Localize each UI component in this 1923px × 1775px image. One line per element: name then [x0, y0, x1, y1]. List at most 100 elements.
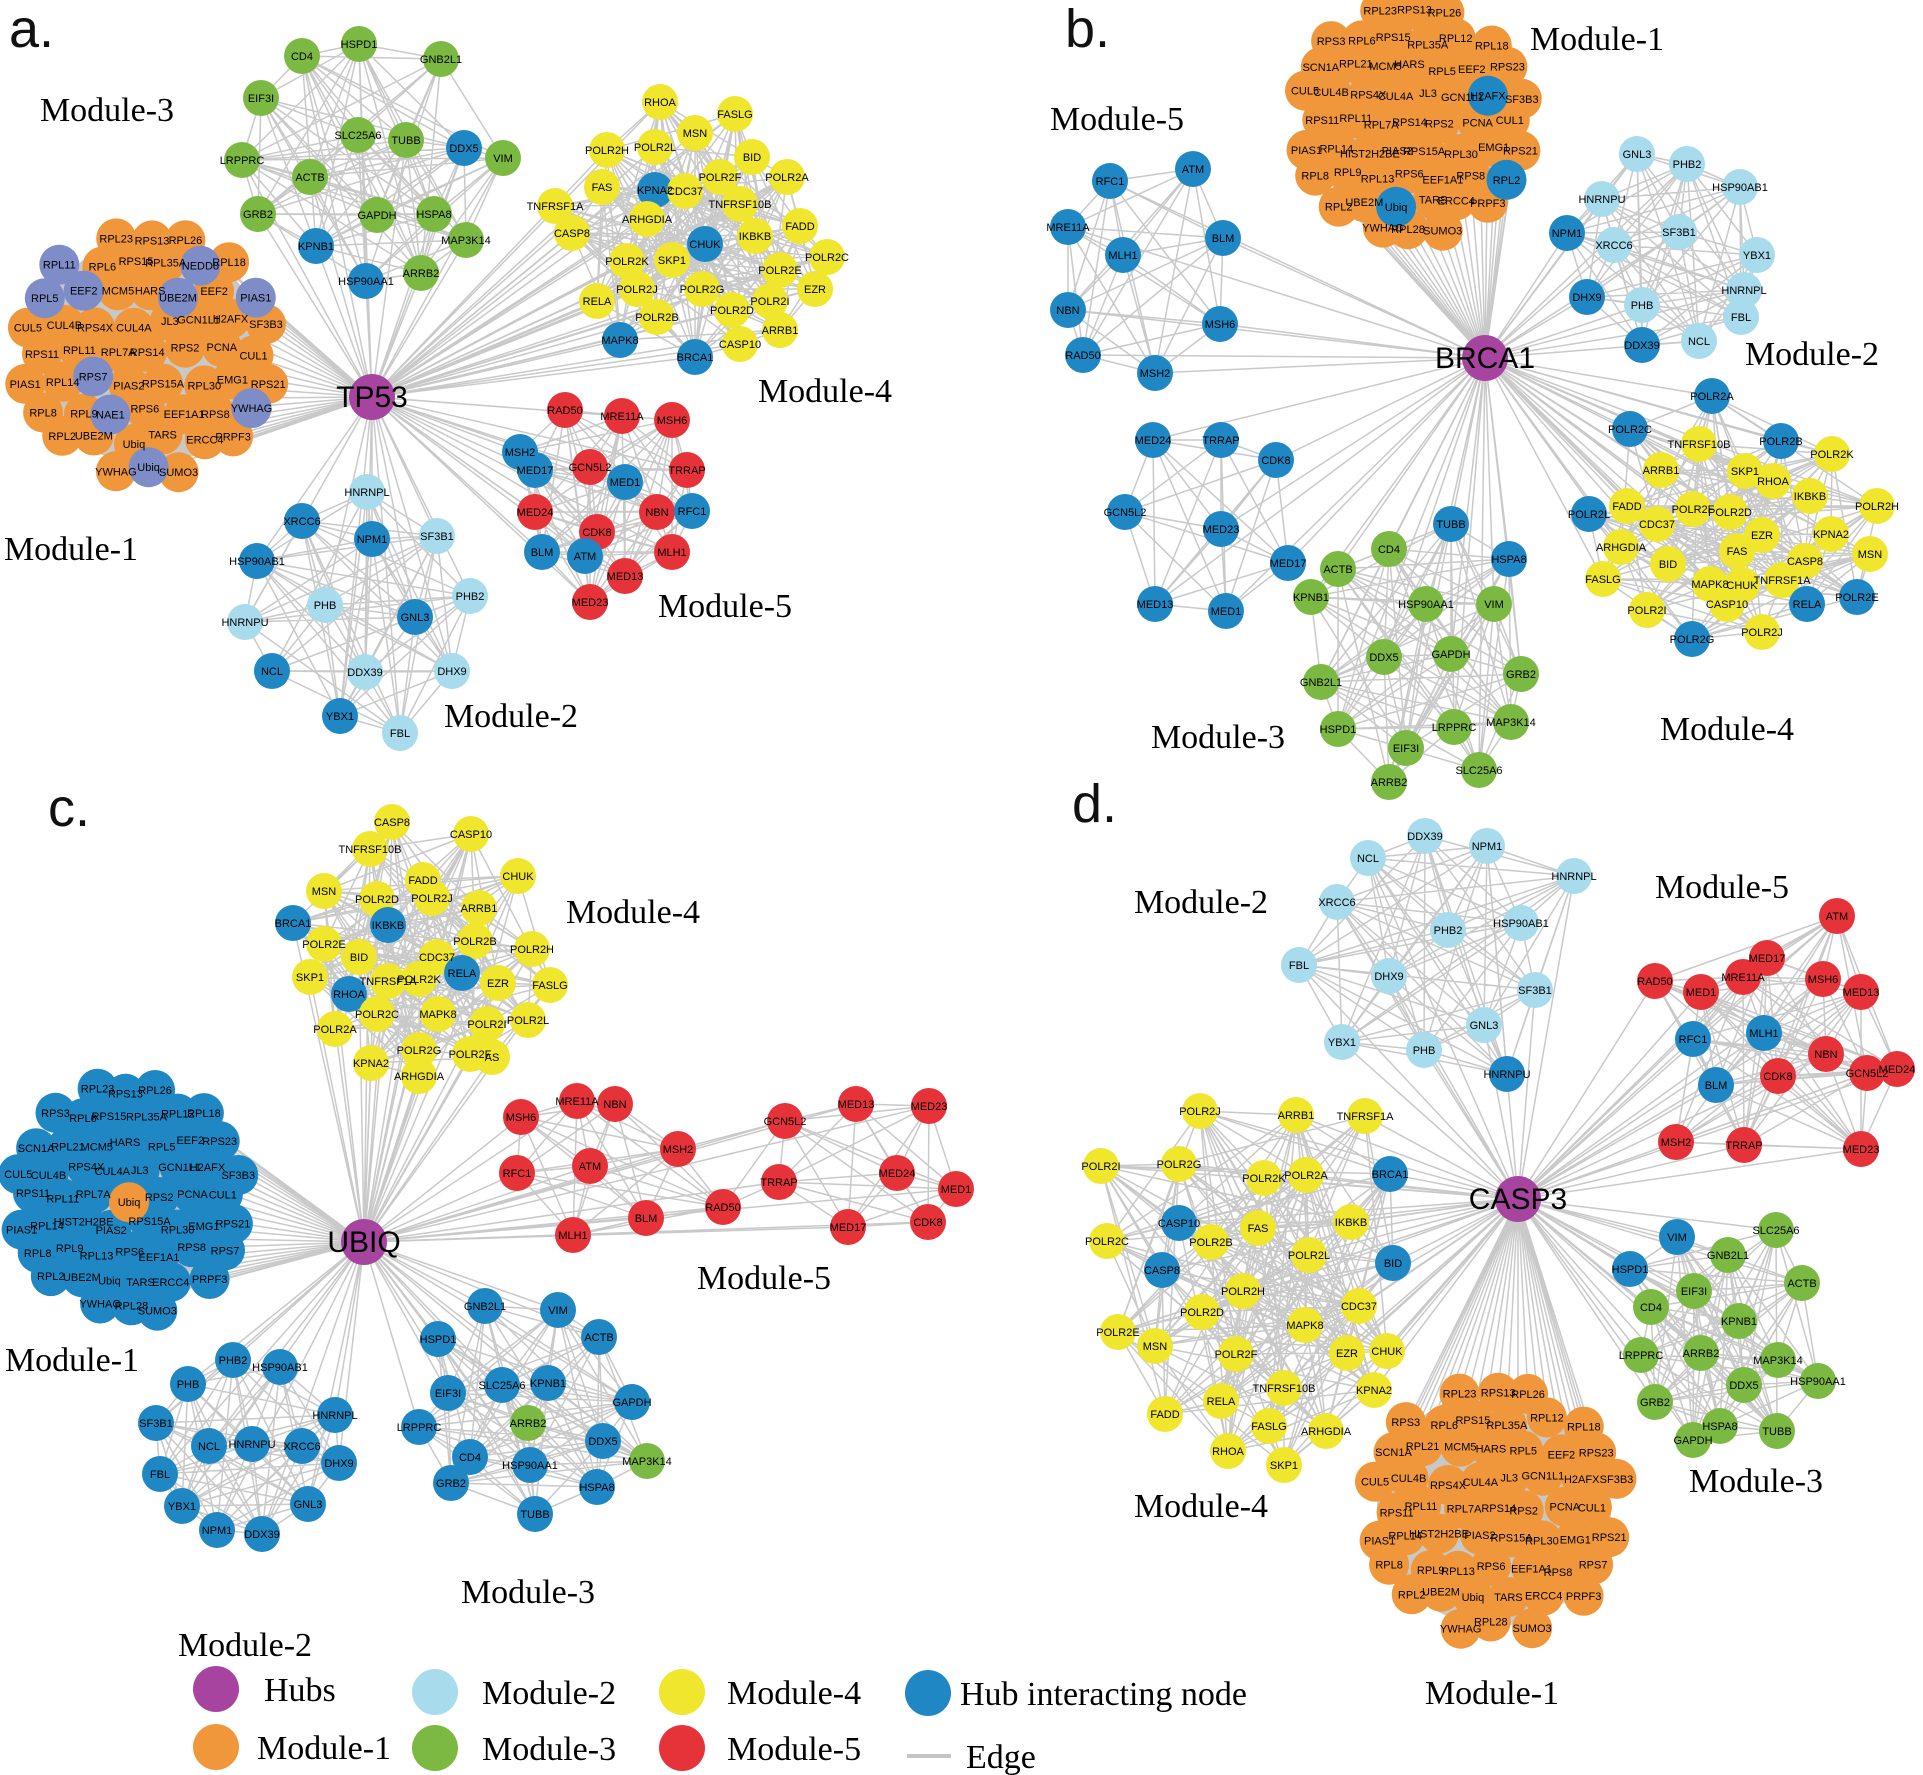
svg-text:MSN: MSN	[1143, 1341, 1168, 1353]
svg-text:CDC37: CDC37	[419, 952, 455, 964]
svg-text:MED1: MED1	[1686, 987, 1717, 999]
svg-text:PRPF3: PRPF3	[192, 1274, 227, 1286]
svg-text:SLC25A6: SLC25A6	[334, 130, 381, 142]
svg-text:ACTB: ACTB	[295, 172, 324, 184]
svg-text:CUL1: CUL1	[1578, 1502, 1606, 1514]
svg-text:RPS7: RPS7	[1579, 1560, 1608, 1572]
svg-text:RPS3: RPS3	[41, 1108, 70, 1120]
svg-text:POLR2B: POLR2B	[635, 312, 678, 324]
svg-text:RPL11: RPL11	[63, 345, 96, 357]
svg-text:PCNA: PCNA	[1462, 118, 1493, 130]
svg-text:YWHAG: YWHAG	[1362, 223, 1404, 235]
svg-text:POLR2L: POLR2L	[634, 142, 676, 154]
svg-text:Module-5: Module-5	[727, 1731, 861, 1768]
svg-text:MSH6: MSH6	[1205, 319, 1236, 331]
svg-text:DHX9: DHX9	[324, 1458, 353, 1470]
svg-text:JL3: JL3	[131, 1165, 149, 1177]
svg-text:RPS6: RPS6	[115, 1247, 144, 1259]
svg-text:MLH1: MLH1	[1108, 250, 1137, 262]
svg-text:PRPF3: PRPF3	[1470, 198, 1505, 210]
svg-text:H2AFX: H2AFX	[190, 1162, 226, 1174]
svg-text:RPS6: RPS6	[131, 403, 160, 415]
svg-text:RPS2: RPS2	[171, 343, 200, 355]
svg-text:POLR2K: POLR2K	[605, 256, 649, 268]
svg-text:FASLG: FASLG	[1585, 574, 1620, 586]
svg-text:SF3B1: SF3B1	[1518, 985, 1552, 997]
svg-text:MED24: MED24	[517, 507, 554, 519]
svg-text:HSPD1: HSPD1	[1320, 724, 1357, 736]
svg-text:HNRNPU: HNRNPU	[221, 617, 268, 629]
svg-text:TNFRSF1A: TNFRSF1A	[360, 976, 418, 988]
svg-text:PCNA: PCNA	[177, 1189, 208, 1201]
svg-text:BLM: BLM	[1212, 233, 1235, 245]
svg-text:HARS: HARS	[110, 1137, 141, 1149]
svg-text:HNRNPU: HNRNPU	[1578, 194, 1625, 206]
svg-text:POLR2K: POLR2K	[1242, 1173, 1286, 1185]
svg-text:CUL4B: CUL4B	[47, 320, 82, 332]
svg-text:POLR2K: POLR2K	[397, 974, 441, 986]
svg-text:MRE11A: MRE11A	[1721, 972, 1765, 984]
svg-text:UBE2M: UBE2M	[63, 1272, 101, 1284]
svg-text:CUL1: CUL1	[209, 1190, 237, 1202]
svg-text:LRPPRC: LRPPRC	[397, 1422, 442, 1434]
svg-text:MED17: MED17	[830, 1222, 867, 1234]
svg-text:Module-5: Module-5	[658, 588, 792, 625]
svg-text:HSP90AA1: HSP90AA1	[502, 1460, 558, 1472]
svg-text:PHB2: PHB2	[456, 591, 485, 603]
svg-text:RPL28: RPL28	[1474, 1617, 1508, 1629]
svg-text:RPL30: RPL30	[187, 380, 221, 392]
svg-text:NBN: NBN	[1056, 305, 1079, 317]
svg-text:Ubiq: Ubiq	[98, 1275, 121, 1287]
svg-text:RPL8: RPL8	[1301, 171, 1329, 183]
svg-text:RPL21: RPL21	[1406, 1441, 1440, 1453]
svg-text:HNRNPU: HNRNPU	[1483, 1069, 1530, 1081]
svg-text:POLR2H: POLR2H	[1221, 1286, 1265, 1298]
svg-text:LRPPRC: LRPPRC	[220, 155, 265, 167]
svg-text:HSPD1: HSPD1	[420, 1334, 457, 1346]
svg-text:c.: c.	[48, 778, 90, 838]
svg-text:SLC25A6: SLC25A6	[1752, 1225, 1799, 1237]
svg-text:EEF2: EEF2	[1458, 64, 1486, 76]
svg-text:CUL4B: CUL4B	[1391, 1473, 1426, 1485]
svg-text:RPL30: RPL30	[1444, 149, 1478, 161]
svg-text:RPL14: RPL14	[30, 1221, 64, 1233]
svg-text:Module-4: Module-4	[566, 894, 700, 931]
svg-text:SF3B3: SF3B3	[249, 319, 283, 331]
svg-text:MLH1: MLH1	[558, 1230, 587, 1242]
svg-text:PHB2: PHB2	[1434, 925, 1463, 937]
svg-text:KPNB1: KPNB1	[1721, 1316, 1757, 1328]
svg-text:GNB2L1: GNB2L1	[1300, 677, 1342, 689]
svg-text:POLR2J: POLR2J	[411, 893, 453, 905]
svg-text:RPL11: RPL11	[43, 260, 76, 272]
svg-text:BID: BID	[350, 952, 368, 964]
svg-text:HSP90AA1: HSP90AA1	[1398, 599, 1454, 611]
svg-text:XRCC6: XRCC6	[1595, 240, 1632, 252]
svg-text:MED17: MED17	[1749, 953, 1786, 965]
svg-text:MRE11A: MRE11A	[555, 1096, 599, 1108]
svg-text:PCNA: PCNA	[207, 342, 238, 354]
svg-text:Ubiq: Ubiq	[137, 462, 160, 474]
svg-text:RPL2: RPL2	[48, 431, 76, 443]
svg-text:BRCA1: BRCA1	[677, 352, 714, 364]
svg-text:GNL3: GNL3	[401, 612, 430, 624]
svg-text:TNFRSF1A: TNFRSF1A	[527, 201, 585, 213]
svg-text:POLR2E: POLR2E	[1096, 1327, 1139, 1339]
svg-text:b.: b.	[1065, 0, 1110, 59]
svg-text:POLR2K: POLR2K	[1810, 449, 1854, 461]
svg-text:HNRNPL: HNRNPL	[1551, 871, 1596, 883]
svg-text:POLR2I: POLR2I	[467, 1019, 506, 1031]
svg-text:NCL: NCL	[261, 666, 283, 678]
svg-text:ERCC4: ERCC4	[152, 1277, 189, 1289]
svg-text:RPL8: RPL8	[1375, 1560, 1403, 1572]
svg-text:FADD: FADD	[408, 875, 437, 887]
svg-text:Module-3: Module-3	[482, 1731, 616, 1768]
svg-text:IKBKB: IKBKB	[1335, 1217, 1367, 1229]
svg-text:FASLG: FASLG	[717, 109, 752, 121]
svg-text:RPS23: RPS23	[1490, 62, 1525, 74]
svg-text:NPM1: NPM1	[202, 1525, 233, 1537]
svg-text:MED17: MED17	[1270, 558, 1307, 570]
svg-text:CHUK: CHUK	[502, 871, 534, 883]
svg-text:RPL28: RPL28	[115, 1300, 149, 1312]
svg-text:H2AFX: H2AFX	[1470, 91, 1506, 103]
svg-text:MCM5: MCM5	[1444, 1442, 1476, 1454]
